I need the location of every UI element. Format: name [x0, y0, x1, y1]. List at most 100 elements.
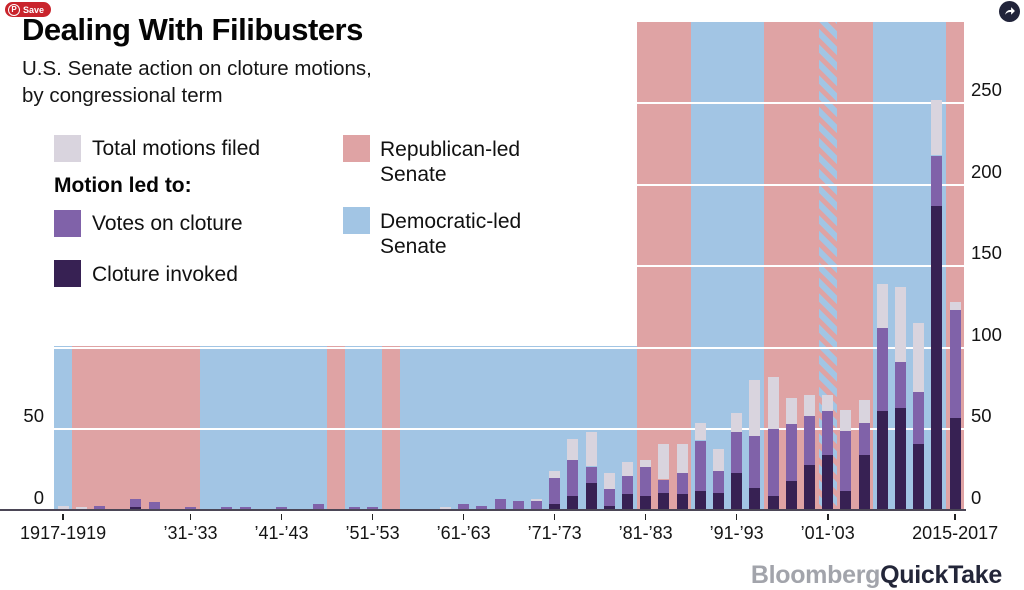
x-tick-label: ’91-’93	[709, 523, 764, 543]
bar-votes-cloture-1997-1999	[785, 424, 797, 482]
bar-votes-cloture-1999-2001	[804, 416, 815, 465]
bar-total-filed-1997-1999	[785, 398, 797, 425]
bar-votes-cloture-1995-1997	[767, 429, 779, 496]
y-axis-right-label-0: 0	[971, 486, 982, 508]
pinterest-icon: P	[8, 3, 20, 16]
bar-total-filed-2003-2005	[840, 409, 852, 431]
legend-label-total-filed: Total motions filed	[92, 137, 261, 160]
x-tick-’91-’93	[735, 514, 738, 520]
x-tick-’71-’73	[553, 514, 556, 520]
bar-cloture-invoked-1985-1987	[676, 494, 688, 511]
y-axis-left-label-50: 50	[23, 405, 44, 427]
bar-votes-cloture-2001-2003	[822, 411, 834, 456]
legend-swatch-votes	[54, 210, 81, 237]
bar-total-filed-1995-1997	[767, 377, 779, 430]
brand-bloomberg: Bloomberg	[750, 561, 881, 589]
bar-total-filed-2011-2013	[913, 323, 925, 392]
bar-votes-cloture-2009-2011	[895, 362, 906, 408]
bar-total-filed-2015-2017	[949, 302, 961, 311]
page-subtitle: U.S. Senate action on cloture motions, b…	[22, 55, 372, 109]
y-axis-right-label-100: 100	[971, 323, 1002, 345]
bar-votes-cloture-1993-1995	[749, 435, 761, 488]
bar-votes-cloture-1965-1967	[494, 499, 506, 509]
bar-cloture-invoked-1971-1973	[549, 504, 561, 511]
bar-cloture-invoked-1925-1927	[130, 507, 142, 511]
bar-votes-cloture-1945-1947	[312, 504, 324, 511]
gridline-250	[636, 102, 964, 105]
bar-votes-cloture-1977-1979	[603, 489, 615, 506]
bar-total-filed-1975-1977	[585, 432, 597, 467]
x-tick-label: ’51-’53	[345, 523, 400, 543]
legend-swatch-invoked	[54, 260, 81, 287]
bar-cloture-invoked-1973-1975	[567, 495, 579, 511]
x-tick-’41-’43	[280, 514, 283, 520]
bar-votes-cloture-1983-1985	[658, 479, 670, 493]
bar-total-filed-1993-1995	[749, 380, 761, 436]
bar-total-filed-2013-2015	[931, 100, 943, 156]
x-tick-label: ’71-’73	[527, 523, 582, 543]
x-tick-label: ’41-’43	[254, 523, 309, 543]
x-tick-’81-’83	[644, 514, 647, 520]
bar-cloture-invoked-1997-1999	[785, 481, 797, 511]
bar-total-filed-2005-2007	[858, 399, 870, 423]
legend-label-democratic: Democratic-led Senate	[380, 210, 522, 258]
bar-cloture-invoked-1975-1977	[585, 482, 597, 511]
y-axis-right-label-250: 250	[971, 79, 1002, 101]
bar-votes-cloture-1987-1989	[694, 440, 706, 491]
bar-cloture-invoked-2013-2015	[931, 206, 943, 511]
x-tick-label: ’01-’03	[800, 523, 855, 543]
bar-votes-cloture-1971-1973	[549, 477, 561, 504]
bar-votes-cloture-1991-1993	[731, 432, 743, 473]
bar-total-filed-1919-1921	[75, 507, 87, 509]
bar-total-filed-2009-2011	[895, 287, 906, 363]
share-arrow-icon	[1005, 7, 1015, 15]
legend-heading-motion-led-to: Motion led to:	[54, 174, 192, 197]
x-tick-2015-2017	[954, 514, 956, 520]
bar-votes-cloture-1949-1951	[348, 507, 360, 511]
gridline-150	[636, 265, 964, 268]
bar-votes-cloture-1931-1933	[185, 507, 196, 511]
bar-votes-cloture-1963-1965	[476, 505, 488, 509]
bar-votes-cloture-1979-1981	[622, 476, 633, 495]
bar-total-filed-2007-2009	[876, 284, 888, 329]
bar-total-filed-1983-1985	[658, 443, 670, 480]
save-button-label: Save	[23, 4, 45, 15]
bar-total-filed-1959-1961	[439, 507, 451, 509]
bar-votes-cloture-1935-1937	[221, 507, 233, 511]
y-axis-right-label-200: 200	[971, 160, 1002, 182]
bar-votes-cloture-1925-1927	[130, 499, 142, 508]
bar-total-filed-1977-1979	[603, 473, 615, 490]
bar-votes-cloture-1969-1971	[530, 500, 542, 511]
y-axis-right-label-150: 150	[971, 242, 1002, 264]
bar-cloture-invoked-1983-1985	[658, 492, 670, 511]
x-axis-line	[0, 509, 966, 512]
bar-total-filed-1999-2001	[804, 394, 815, 417]
pinterest-save-button[interactable]: P Save	[5, 2, 52, 17]
bar-cloture-invoked-2015-2017	[949, 417, 961, 511]
bar-votes-cloture-1937-1939	[239, 507, 251, 511]
bar-cloture-invoked-2009-2011	[895, 407, 906, 511]
bar-votes-cloture-1981-1983	[640, 466, 652, 496]
bar-total-filed-1971-1973	[549, 471, 561, 478]
bar-cloture-invoked-1991-1993	[731, 473, 743, 511]
share-button[interactable]	[999, 1, 1020, 22]
bar-votes-cloture-2005-2007	[858, 422, 870, 456]
bar-votes-cloture-1927-1929	[148, 502, 160, 511]
bar-votes-cloture-2013-2015	[931, 155, 943, 206]
bar-cloture-invoked-1989-1991	[713, 492, 724, 511]
bar-votes-cloture-1941-1943	[276, 507, 288, 511]
gridline-50	[54, 428, 964, 431]
bar-votes-cloture-2011-2013	[913, 391, 925, 444]
legend-swatch-total-filed	[54, 135, 81, 162]
bar-cloture-invoked-1987-1989	[694, 491, 706, 511]
bar-total-filed-1979-1981	[622, 461, 633, 477]
x-tick-’01-’03	[826, 514, 829, 520]
bar-total-filed-1917-1919	[57, 505, 69, 509]
brand-quicktake: QuickTake	[880, 561, 1002, 589]
x-tick-label: ’61-’63	[436, 523, 491, 543]
x-tick-’31-’33	[189, 514, 192, 520]
bar-cloture-invoked-2003-2005	[840, 491, 852, 511]
bar-total-filed-1989-1991	[713, 448, 724, 472]
bar-votes-cloture-1973-1975	[567, 460, 579, 496]
